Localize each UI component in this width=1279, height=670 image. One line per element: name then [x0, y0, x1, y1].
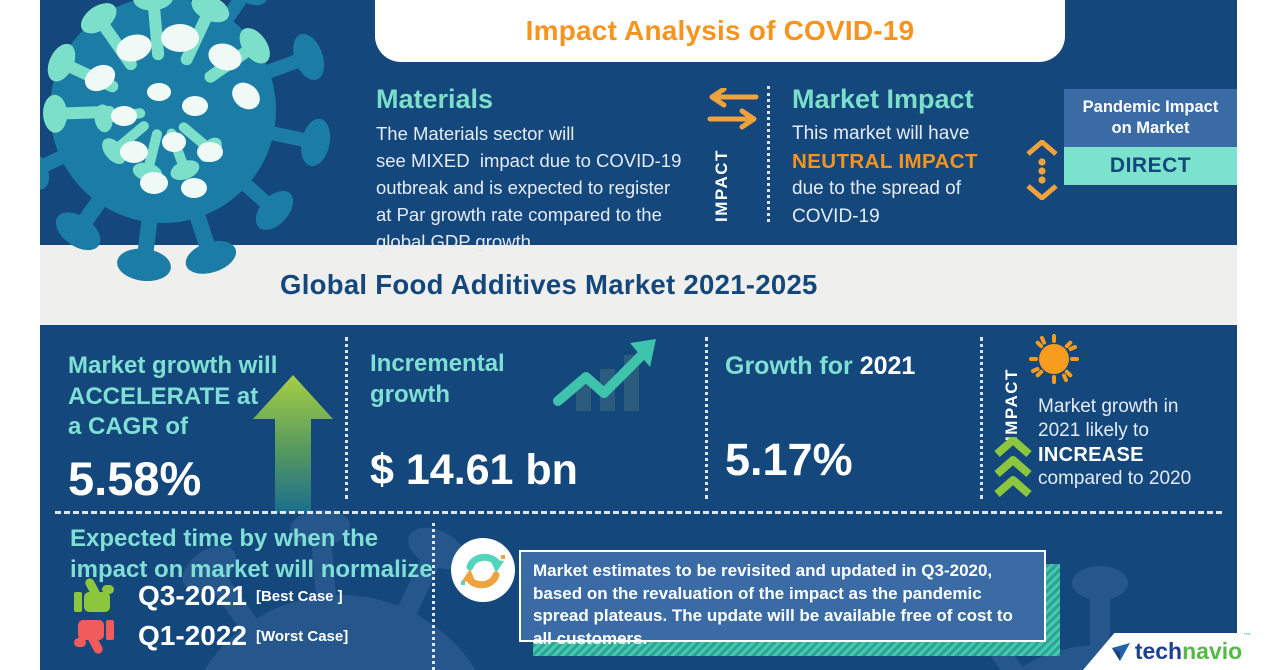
pandemic-impact-box: Pandemic Impact on Market DIRECT	[1064, 89, 1237, 185]
best-case-label: [Best Case ]	[255, 587, 343, 605]
best-case-row: Q3-2021 [Best Case ]	[72, 577, 343, 615]
stats-divider-1	[345, 337, 348, 499]
impact-vertical-label-2: IMPACT	[1002, 368, 1021, 441]
logo-trademark: ™	[1242, 630, 1252, 640]
cagr-line: ACCELERATE at	[68, 382, 259, 410]
technavio-logo: technavio™	[1083, 633, 1279, 670]
horizontal-dashed-divider	[55, 511, 1222, 514]
normalize-heading-line1: Expected time by when the	[70, 525, 379, 552]
title-band	[40, 245, 1237, 325]
materials-line: see MIXED impact due to COVID-19	[376, 150, 682, 171]
cagr-stat: Market growth will ACCELERATE at a CAGR …	[68, 351, 277, 506]
growth-2021-value: 5.17%	[725, 433, 853, 485]
outlook-text: Market growth in 2021 likely to INCREASE…	[1038, 395, 1237, 491]
pandemic-box-title-line1: Pandemic Impact	[1082, 98, 1219, 116]
outlook-line: 2021 likely to	[1038, 420, 1149, 441]
thumbs-up-icon	[74, 578, 114, 612]
growth-2021-stat: Growth for 2021 5.17%	[725, 351, 915, 486]
pandemic-box-title-line2: on Market	[1111, 119, 1190, 137]
cagr-line: Market growth will	[68, 352, 278, 379]
bottom-row: Expected time by when the impact on mark…	[40, 515, 1237, 670]
market-impact-section: Market Impact This market will have NEUT…	[792, 84, 978, 230]
outlook-line: compared to 2020	[1038, 468, 1192, 489]
materials-heading: Materials	[376, 84, 494, 114]
content-area: Impact Analysis of COVID-19 Materials Th…	[40, 0, 1237, 670]
worst-case-label: [Worst Case]	[255, 627, 349, 645]
impact-vertical-label: IMPACT	[712, 149, 731, 222]
materials-line: The Materials sector will	[376, 123, 575, 144]
refresh-icon	[451, 538, 515, 602]
note-box: Market estimates to be revisited and upd…	[519, 550, 1046, 648]
lower-section: Market growth will ACCELERATE at a CAGR …	[40, 325, 1237, 670]
technavio-arrow-icon	[1111, 642, 1130, 661]
logo-text-navio: navio	[1182, 638, 1243, 664]
worst-case-row: Q1-2022 [Worst Case]	[72, 617, 348, 655]
cagr-line: a CAGR of	[68, 413, 188, 440]
pandemic-impact-value: DIRECT	[1064, 147, 1237, 185]
incremental-line: Incremental	[370, 350, 505, 377]
logo-text-tech: tech	[1134, 638, 1183, 664]
materials-line: at Par growth rate compared to the	[376, 204, 662, 225]
outlook-line: Market growth in	[1038, 396, 1179, 417]
banner-dotted-divider	[767, 86, 770, 222]
bottom-dotted-divider	[432, 523, 435, 670]
materials-section: Materials The Materials sector will see …	[376, 84, 681, 255]
normalize-heading-line2: impact on market will normalize	[70, 556, 433, 583]
market-impact-line: COVID-19	[792, 205, 880, 227]
normalize-heading: Expected time by when the impact on mark…	[70, 523, 433, 585]
trend-up-chart-icon	[553, 339, 656, 411]
market-impact-line: due to the spread of	[792, 178, 962, 199]
cagr-value: 5.58%	[68, 451, 202, 505]
growth-2021-label: Growth for	[725, 352, 853, 380]
triple-up-chevron-icon	[994, 437, 1032, 497]
pandemic-box-title: Pandemic Impact on Market	[1064, 89, 1237, 147]
growth-2021-year: 2021	[859, 352, 916, 380]
header-ribbon: Impact Analysis of COVID-19	[375, 0, 1065, 62]
incremental-line: growth	[370, 380, 450, 408]
materials-line: global GDP growth	[376, 231, 531, 252]
worst-case-quarter: Q1-2022	[138, 620, 247, 651]
stats-divider-3	[980, 337, 983, 499]
incremental-growth-stat: Incremental growth $ 14.61 bn	[370, 349, 578, 495]
market-impact-line: This market will have	[792, 123, 970, 144]
market-impact-highlight: NEUTRAL IMPACT	[792, 149, 978, 173]
report-title: Global Food Additives Market 2021-2025	[280, 269, 818, 300]
growth-up-arrow-icon	[253, 375, 333, 513]
materials-line: outbreak and is expected to register	[376, 177, 671, 198]
thumbs-down-icon	[74, 620, 114, 654]
incremental-value: $ 14.61 bn	[370, 446, 578, 494]
best-case-quarter: Q3-2021	[138, 580, 247, 611]
stats-divider-2	[705, 337, 708, 499]
up-down-chevron-dots-icon	[1026, 140, 1058, 200]
virus-sun-icon	[1029, 334, 1079, 384]
outlook-highlight: INCREASE	[1038, 444, 1144, 466]
note-text: Market estimates to be revisited and upd…	[533, 561, 1013, 648]
left-right-arrows-icon	[707, 88, 759, 130]
page-title: Impact Analysis of COVID-19	[525, 15, 915, 46]
stats-row: Market growth will ACCELERATE at a CAGR …	[40, 325, 1237, 513]
market-impact-heading: Market Impact	[792, 84, 974, 114]
